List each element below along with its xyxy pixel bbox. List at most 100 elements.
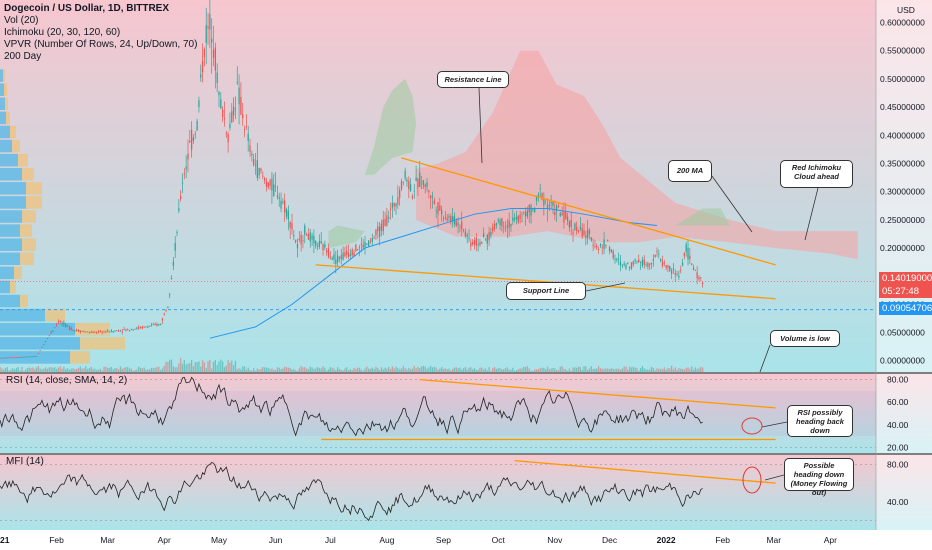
volume-bar — [147, 369, 149, 372]
candle-body — [242, 114, 244, 119]
candle-body — [674, 273, 676, 275]
candle-body — [143, 326, 145, 328]
time-tick-label: Apr — [158, 535, 171, 545]
candle-body — [28, 356, 30, 358]
candle — [607, 239, 609, 242]
volume-bar — [674, 367, 676, 372]
volume-bar — [170, 359, 173, 372]
candle-body — [510, 224, 512, 227]
volume-bar — [304, 367, 306, 372]
candle — [273, 173, 275, 197]
volume-bar — [577, 366, 580, 372]
candle — [587, 219, 589, 245]
candle-body — [304, 225, 306, 235]
candle — [265, 177, 268, 192]
volume-bar — [117, 369, 120, 372]
candle-body — [265, 181, 268, 187]
volume-bar — [285, 367, 288, 372]
price-tick-label: 0.60000000 — [880, 18, 925, 28]
volume-bar — [641, 366, 644, 372]
candle-body — [399, 190, 401, 198]
volume-bar — [455, 367, 457, 372]
candle — [362, 239, 364, 251]
volume-bar — [238, 368, 240, 372]
candle-body — [656, 250, 658, 252]
candle — [1, 357, 3, 359]
candle-body — [110, 330, 112, 332]
candle-body — [101, 331, 103, 333]
candle-body — [477, 243, 479, 246]
volume-bar — [661, 369, 664, 372]
ma200-line — [209, 208, 658, 339]
candle — [490, 227, 492, 239]
candle — [464, 228, 467, 239]
candle — [347, 244, 350, 260]
volume-bar — [97, 369, 100, 372]
volume-bar — [652, 367, 654, 372]
volume-bar — [125, 367, 127, 372]
candle — [207, 12, 209, 45]
volume-bar — [234, 360, 237, 372]
candle — [240, 82, 242, 116]
candle — [616, 257, 618, 263]
price-tick-label: 0.35000000 — [880, 158, 925, 168]
candle-body — [663, 262, 665, 264]
candle-body — [347, 252, 350, 257]
candle — [426, 177, 428, 192]
volume-bar — [501, 369, 503, 372]
vpvr-bar-up — [0, 337, 80, 350]
candle — [660, 258, 662, 263]
volume-bar — [198, 361, 200, 372]
candle — [333, 248, 335, 264]
candle-body — [336, 255, 339, 263]
candle-body — [154, 324, 156, 325]
candle — [4, 357, 7, 359]
volume-bar — [223, 367, 226, 372]
vpvr-bar-down — [10, 125, 16, 139]
candle-body — [579, 226, 581, 230]
candle — [477, 238, 479, 252]
volume-bar — [435, 367, 437, 372]
candle-body — [44, 341, 47, 343]
volume-bar — [309, 366, 311, 372]
candle — [81, 330, 83, 332]
volume-bar — [481, 367, 483, 372]
volume-bar — [605, 368, 607, 372]
candle — [322, 242, 324, 256]
candle — [101, 330, 103, 335]
candle-body — [565, 211, 567, 219]
candle — [481, 241, 483, 245]
volume-bar — [482, 369, 485, 372]
candle-body — [420, 187, 423, 189]
candle — [649, 263, 651, 271]
candle-body — [594, 246, 596, 248]
candle — [72, 329, 74, 332]
candle-body — [119, 330, 122, 332]
candle-body — [618, 258, 620, 260]
candle — [327, 243, 330, 259]
candle — [399, 186, 401, 206]
candle-body — [125, 329, 127, 331]
vpvr-bar-down — [12, 139, 20, 153]
candle-body — [86, 331, 89, 333]
volume-bar — [336, 367, 339, 372]
vpvr-bar-up — [0, 266, 14, 280]
candle — [65, 323, 67, 329]
candle-body — [450, 216, 452, 222]
volume-bar — [618, 368, 620, 372]
volume-bar — [524, 366, 527, 372]
candle — [163, 312, 165, 316]
candle-body — [672, 268, 675, 270]
candle-body — [13, 357, 16, 359]
candle — [17, 356, 19, 358]
level-price-label: 0.09054706 — [879, 302, 932, 315]
volume-bar — [37, 366, 39, 372]
volume-bar — [607, 368, 609, 372]
volume-bar — [364, 368, 366, 372]
candle — [48, 335, 50, 337]
candle — [524, 207, 527, 226]
candle-body — [572, 232, 574, 234]
candle-body — [647, 262, 649, 268]
time-tick-label: Feb — [49, 535, 64, 545]
